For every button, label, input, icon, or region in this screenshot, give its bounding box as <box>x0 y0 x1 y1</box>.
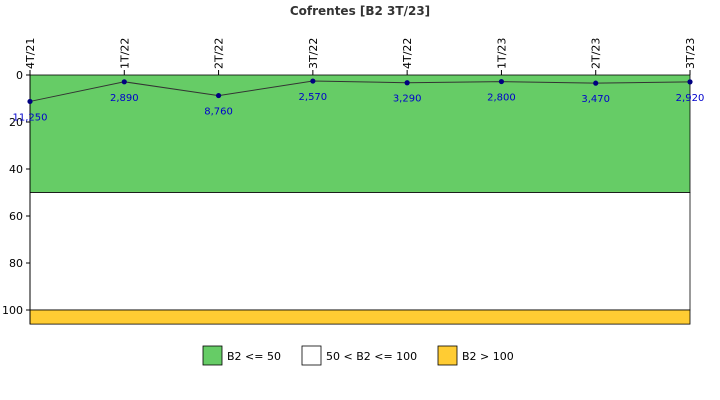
y-tick-label: 20 <box>9 116 23 129</box>
data-label: 2,800 <box>487 93 516 104</box>
bands-layer <box>29 74 691 325</box>
x-tick-label: 3T/22 <box>307 38 320 69</box>
data-label: 2,570 <box>299 92 328 103</box>
legend-label: B2 > 100 <box>462 350 514 363</box>
data-point <box>27 98 33 105</box>
data-point <box>310 78 316 84</box>
legend-label: B2 <= 50 <box>227 350 281 363</box>
band-2 <box>29 309 691 325</box>
data-point <box>687 79 693 85</box>
data-point <box>593 80 599 86</box>
data-label: 11,250 <box>13 112 48 123</box>
legend-label: 50 < B2 <= 100 <box>326 350 417 363</box>
x-tick-label: 3T/23 <box>684 38 697 69</box>
legend-swatch <box>437 345 458 366</box>
data-point <box>215 92 222 99</box>
data-label: 3,290 <box>393 94 422 105</box>
data-point <box>498 78 505 85</box>
x-tick-label: 2T/23 <box>590 38 603 69</box>
axes-layer: 0 20 40 60 80 100 4T/21 1T/22 2T/22 3T/22 4T/22 1T/… <box>2 38 697 325</box>
x-tick-label: 4T/22 <box>401 38 414 69</box>
band-1 <box>29 192 691 311</box>
x-tick-label: 1T/22 <box>118 38 131 69</box>
data-label: 2,920 <box>676 93 705 104</box>
data-label: 2,890 <box>110 93 139 104</box>
chart-title: Cofrentes [B2 3T/23] <box>290 4 430 18</box>
data-label: 8,760 <box>204 107 233 118</box>
x-tick-label: 4T/21 <box>24 38 37 69</box>
x-tick-label: 2T/22 <box>213 38 226 69</box>
data-point <box>404 80 410 86</box>
legend: B2 <= 50 50 < B2 <= 100 B2 > 100 <box>202 345 514 366</box>
data-point <box>121 79 127 85</box>
legend-swatch <box>301 345 322 366</box>
band-0 <box>29 74 691 193</box>
series-layer: 11,250 2,890 8,760 2,570 3,290 2,800 3,470 2,92… <box>13 78 705 123</box>
y-tick-label: 40 <box>9 163 23 176</box>
x-tick-label: 1T/23 <box>495 38 508 69</box>
y-tick-label: 60 <box>9 210 23 223</box>
y-tick-label: 100 <box>2 304 23 317</box>
series-line <box>29 80 691 102</box>
legend-swatch <box>202 345 223 366</box>
y-tick-label: 0 <box>16 69 23 82</box>
y-tick-label: 80 <box>9 257 23 270</box>
data-label: 3,470 <box>581 94 610 105</box>
